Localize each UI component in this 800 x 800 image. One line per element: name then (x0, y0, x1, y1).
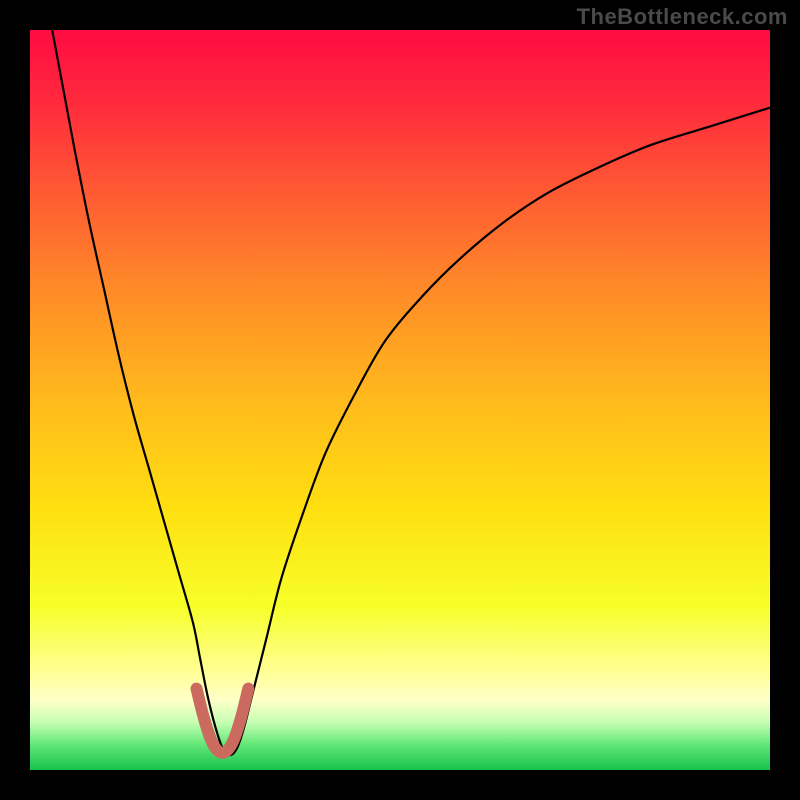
watermark-text: TheBottleneck.com (577, 4, 788, 30)
bottleneck-chart-svg (0, 0, 800, 800)
chart-container: TheBottleneck.com (0, 0, 800, 800)
